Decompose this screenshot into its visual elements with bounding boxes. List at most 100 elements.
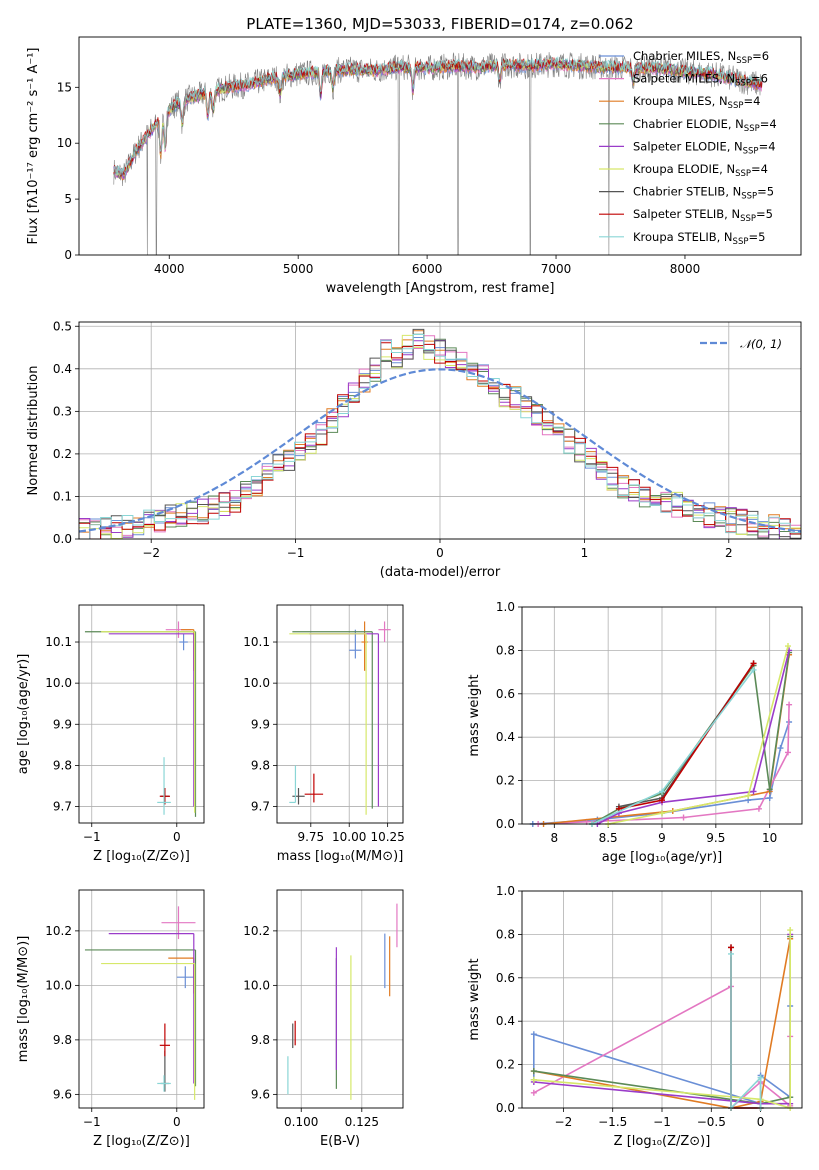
- y-tick-label: 0.4: [496, 1014, 515, 1028]
- y-tick-label: 10.2: [243, 924, 270, 938]
- series-marker: [745, 792, 752, 799]
- x-tick-label: −0.5: [697, 1115, 726, 1129]
- legend-label: Kroupa MILES, NSSP=4: [633, 94, 760, 111]
- y-tick-label: 0.8: [496, 643, 515, 657]
- points-mass-age: [289, 621, 391, 815]
- legend-label: Chabrier ELODIE, NSSP=4: [633, 117, 777, 134]
- axes-z-mass: −1 0 9.6 9.8 10.0 10.2 Z [log₁₀(Z/Z⊙)] mass [lo…: [16, 890, 204, 1149]
- series-line: [618, 662, 755, 810]
- data-point: [378, 621, 391, 643]
- y-tick-label: 5: [64, 192, 72, 206]
- y-axis-label: Normed distribution: [26, 366, 41, 496]
- z-mass-frame: [78, 889, 205, 1109]
- data-point: [84, 949, 197, 1087]
- model-spectrum: [113, 56, 763, 176]
- x-tick-label: 5000: [283, 262, 314, 276]
- x-tick-label: −2: [555, 1115, 573, 1129]
- histogram-series: [79, 328, 801, 539]
- x-tick-label: −1: [653, 1115, 671, 1129]
- x-axis-label: (data-model)/error: [380, 565, 501, 580]
- y-tick-label: 0.4: [496, 730, 515, 744]
- y-axis-label: mass [log₁₀(M/M⊙)]: [16, 936, 31, 1063]
- series-marker: [728, 950, 735, 957]
- legend-label: Salpeter ELODIE, NSSP=4: [633, 139, 776, 156]
- y-tick-label: 0.0: [53, 532, 72, 546]
- axes-residuals: −2 −1 0 1 2 0.0 0.1 0.2 0.3 0.4 0.5 (data-model)/er…: [26, 319, 801, 580]
- data-point: [292, 631, 373, 809]
- data-point: [289, 633, 367, 815]
- series-line: [543, 654, 790, 825]
- series-marker: [680, 814, 687, 821]
- x-axis-label: Z [log₁₀(Z/Z⊙)]: [93, 849, 190, 864]
- y-tick-label: 1.0: [496, 600, 515, 614]
- spectrum-lines: [113, 52, 763, 255]
- y-tick-label: 0.6: [496, 971, 515, 985]
- x-tick-label: 9.75: [297, 830, 324, 844]
- y-axis-label: Flux [fλ10⁻¹⁷ erg cm⁻² s⁻¹ A⁻¹]: [26, 48, 41, 245]
- data-point: [349, 629, 362, 659]
- x-tick-label: 4000: [154, 262, 185, 276]
- x-tick-label: 8.5: [599, 831, 618, 845]
- y-tick-label: 1.0: [496, 884, 515, 898]
- series-marker: [659, 788, 665, 795]
- y-tick-label: 9.8: [251, 1033, 270, 1047]
- points-ebv-mass: [287, 903, 398, 1100]
- x-axis-label: wavelength [Angstrom, rest frame]: [326, 281, 555, 296]
- x-tick-label: 10: [762, 831, 777, 845]
- series-line: [533, 930, 792, 1110]
- legend-label: Chabrier STELIB, NSSP=5: [633, 185, 774, 202]
- x-tick-label: 0: [173, 830, 181, 844]
- axes-z-age: −1 0 9.7 9.8 9.9 10.0 10.1 Z [log₁₀(Z/Z⊙)] age […: [16, 605, 204, 864]
- y-tick-label: 0.5: [53, 319, 72, 333]
- y-tick-label: 0.1: [53, 489, 72, 503]
- legend-label: Salpeter MILES, NSSP=6: [633, 72, 768, 89]
- series-marker: [757, 1074, 764, 1081]
- y-tick-label: 0.0: [496, 817, 515, 831]
- series-line: [533, 938, 791, 1109]
- y-tick-label: 10.1: [45, 635, 72, 649]
- series-line: [730, 947, 761, 1109]
- series-marker: [728, 944, 735, 951]
- chart-title: PLATE=1360, MJD=53033, FIBERID=0174, z=0…: [246, 15, 633, 33]
- series-marker: [530, 1089, 537, 1096]
- legend-label: Kroupa STELIB, NSSP=5: [633, 230, 765, 247]
- ebv-mass-frame: [276, 889, 404, 1109]
- legend-label: Chabrier MILES, NSSP=6: [633, 49, 769, 66]
- x-tick-label: 9.5: [706, 831, 725, 845]
- series-marker: [750, 666, 757, 673]
- data-point: [160, 1050, 170, 1092]
- x-tick-label: 10.25: [370, 830, 404, 844]
- series-marker: [785, 643, 791, 650]
- series-line: [608, 645, 789, 825]
- y-tick-label: 10.1: [243, 635, 270, 649]
- residuals-legend: 𝒩(0, 1): [700, 337, 782, 351]
- data-point: [304, 773, 324, 803]
- data-point: [101, 962, 196, 1100]
- y-tick-label: 0.0: [496, 1101, 515, 1115]
- x-tick-label: 0: [436, 546, 444, 560]
- y-tick-label: 15: [57, 80, 72, 94]
- y-tick-label: 10: [57, 136, 72, 150]
- age-weight-frame: [521, 606, 803, 825]
- y-tick-label: 9.7: [53, 800, 72, 814]
- y-tick-label: 0.6: [496, 687, 515, 701]
- spectrum-legend: Chabrier MILES, NSSP=6 Salpeter MILES, NS…: [599, 49, 777, 247]
- data-point: [159, 1023, 170, 1057]
- data-point: [179, 633, 188, 651]
- series-age-weight: [529, 643, 793, 827]
- x-axis-label: mass [log₁₀(M/M⊙)]: [277, 849, 404, 864]
- y-tick-label: 10.0: [45, 978, 72, 992]
- series-marker: [777, 745, 784, 752]
- data-point: [157, 757, 171, 815]
- y-tick-label: 0: [64, 248, 72, 262]
- data-point: [159, 788, 170, 805]
- series-marker: [530, 1031, 537, 1038]
- data-point: [181, 629, 195, 671]
- series-marker: [530, 1068, 537, 1075]
- histogram-series: [79, 334, 801, 539]
- x-axis-label: Z [log₁₀(Z/Z⊙)]: [93, 1134, 190, 1149]
- legend-label: 𝒩(0, 1): [740, 337, 782, 351]
- x-tick-label: −1: [83, 830, 101, 844]
- y-tick-label: 9.7: [251, 800, 270, 814]
